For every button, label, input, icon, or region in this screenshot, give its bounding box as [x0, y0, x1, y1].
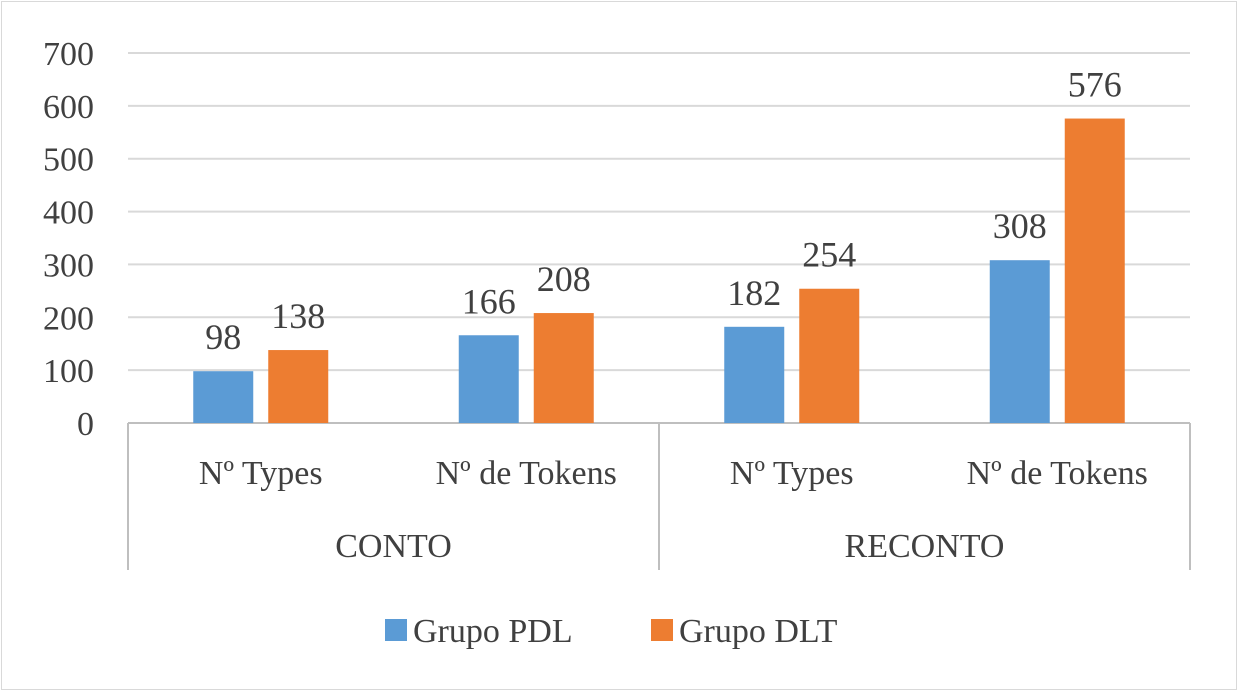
bar-grupo-pdl-1: [458, 335, 519, 423]
data-label-grupo-dlt-3: 576: [1068, 65, 1122, 105]
y-tick-label-0: 0: [77, 406, 94, 443]
y-tick-label-400: 400: [43, 195, 94, 232]
data-label-grupo-pdl-1: 166: [462, 281, 516, 321]
data-label-grupo-pdl-2: 182: [727, 273, 781, 313]
x-category-label-0: Nº Types: [199, 455, 323, 492]
y-tick-label-700: 700: [43, 36, 94, 73]
legend-label-grupo-dlt: Grupo DLT: [679, 613, 838, 650]
x-category-label-2: Nº Types: [730, 455, 854, 492]
bar-grupo-pdl-2: [724, 326, 785, 423]
x-category-label-1: Nº de Tokens: [436, 455, 617, 492]
bar-grupo-pdl-0: [193, 371, 254, 423]
data-label-grupo-dlt-2: 254: [802, 235, 856, 275]
data-label-grupo-pdl-3: 308: [993, 206, 1047, 246]
x-group-label-1: RECONTO: [845, 528, 1005, 565]
y-tick-label-500: 500: [43, 142, 94, 179]
bar-grupo-dlt-1: [533, 313, 594, 423]
x-category-label-3: Nº de Tokens: [967, 455, 1148, 492]
y-tick-label-300: 300: [43, 247, 94, 284]
data-label-grupo-dlt-1: 208: [537, 259, 591, 299]
y-tick-label-200: 200: [43, 300, 94, 337]
y-tick-label-600: 600: [43, 89, 94, 126]
y-tick-label-100: 100: [43, 353, 94, 390]
data-label-grupo-dlt-0: 138: [271, 296, 325, 336]
data-label-grupo-pdl-0: 98: [205, 317, 241, 357]
bar-grupo-dlt-3: [1064, 118, 1125, 424]
legend-swatch-grupo-pdl: [385, 619, 407, 641]
bar-grupo-pdl-3: [989, 260, 1050, 423]
x-group-label-0: CONTO: [335, 528, 452, 565]
bar-grupo-dlt-0: [268, 350, 329, 423]
legend-swatch-grupo-dlt: [651, 619, 673, 641]
legend-label-grupo-pdl: Grupo PDL: [413, 613, 573, 650]
bar-grupo-dlt-2: [799, 288, 860, 423]
